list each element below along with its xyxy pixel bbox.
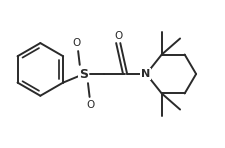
Text: S: S — [79, 67, 88, 81]
Text: O: O — [73, 38, 81, 48]
Text: O: O — [87, 100, 95, 110]
Text: N: N — [141, 69, 150, 79]
Text: O: O — [114, 31, 122, 41]
